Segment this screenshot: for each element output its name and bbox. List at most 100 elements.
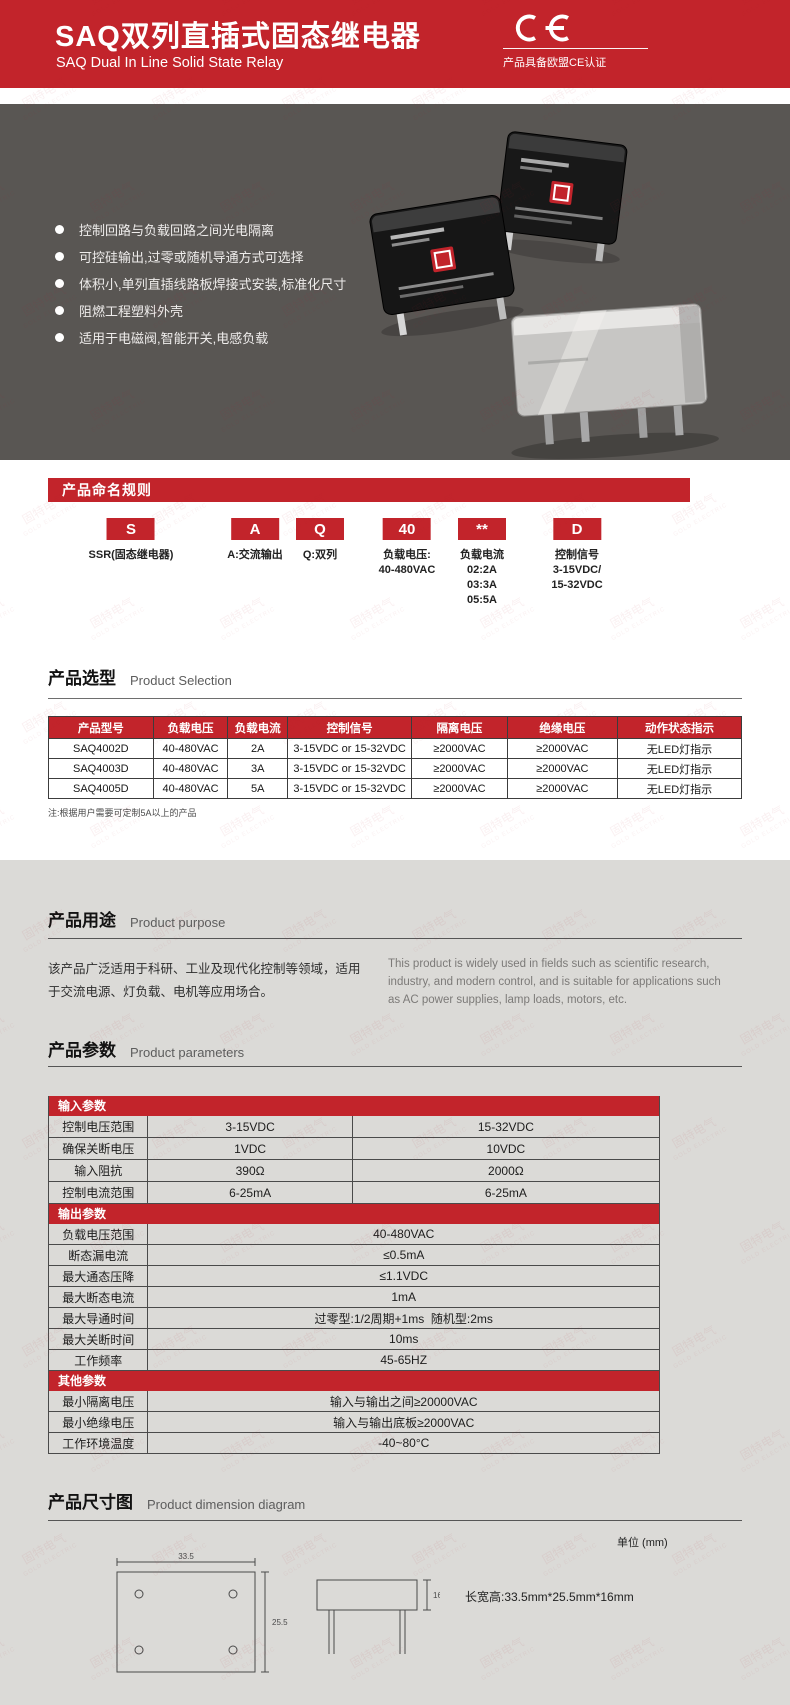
page-header: SAQ双列直插式固态继电器 SAQ Dual In Line Solid Sta… — [0, 0, 790, 88]
param-row: 最小隔离电压 输入与输出之间≥20000VAC — [49, 1391, 659, 1412]
purpose-title-en: Product purpose — [130, 915, 226, 930]
selection-column-header: 动作状态指示 — [616, 716, 743, 739]
param-value: 输入与输出底板≥2000VAC — [333, 1415, 475, 1430]
watermark-text-en: GOLD ELECTRIC — [610, 606, 667, 643]
relay-black-back-photo — [488, 131, 628, 264]
selection-column-header: 绝缘电压 — [506, 716, 618, 739]
dimension-heading: 产品尺寸图 Product dimension diagram — [48, 1488, 305, 1513]
feature-item: 适用于电磁阀,智能开关,电感负载 — [55, 324, 375, 351]
code-description: 负载电压: 40-480VAC — [379, 548, 436, 578]
code-description: 控制信号 3-15VDC/15-32VDC — [551, 548, 602, 593]
feature-text: 体积小,单列直插线路板焊接式安装,标准化尺寸 — [79, 277, 347, 292]
param-row: 最大通态压降 ≤1.1VDC — [49, 1266, 659, 1287]
selection-title-cn: 产品选型 — [48, 669, 116, 688]
dimension-title-en: Product dimension diagram — [147, 1497, 306, 1512]
watermark-text-cn: 固特电气 — [0, 594, 7, 632]
code-description-line: 03:3A — [467, 579, 497, 591]
param-label: 最小绝缘电压 — [49, 1412, 149, 1432]
param-label: 断态漏电流 — [49, 1245, 149, 1265]
watermark-text-en: GOLD ELECTRIC — [350, 814, 407, 851]
watermark-text-cn: 固特电气 — [477, 802, 527, 840]
watermark-text-cn: 固特电气 — [607, 594, 657, 632]
param-value: 3-15VDC — [148, 1116, 353, 1137]
code-description: 负载电流 02:2A 03:3A 05:5A — [458, 548, 506, 608]
code-description-line: 05:5A — [467, 594, 497, 606]
parameters-rule — [48, 1066, 742, 1067]
table-row: SAQ4003D 40-480VAC 3A 3-15VDC or 15-32VDC ≥2… — [48, 758, 743, 779]
feature-text: 适用于电磁阀,智能开关,电感负载 — [79, 331, 269, 346]
dim-height-label: 16 — [433, 1591, 440, 1600]
code-description-line: 02:2A — [467, 564, 497, 576]
param-label: 负载电压范围 — [49, 1224, 149, 1244]
ce-caption: 产品具备欧盟CE认证 — [503, 57, 607, 69]
table-cell: SAQ4002D — [48, 738, 154, 759]
product-selection-table: 产品型号 负载电压 负载电流 控制信号 隔离电压 绝缘电压 动作状态指示 SAQ4002D 4… — [48, 716, 743, 799]
param-row: 最大导通时间 过零型:1/2周期+1ms 随机型:2ms — [49, 1308, 659, 1329]
dimension-title-cn: 产品尺寸图 — [48, 1493, 133, 1512]
code-description-line: 3-15VDC/ — [552, 564, 602, 576]
naming-code-group: A A:交流输出 — [227, 518, 283, 563]
code-description-line: 负载电流 — [460, 549, 504, 561]
code-box: Q — [296, 518, 344, 540]
table-cell: 40-480VAC — [152, 738, 229, 759]
naming-rules-banner: 产品命名规则 — [48, 478, 690, 502]
param-label: 工作频率 — [49, 1350, 149, 1370]
param-value: 40-480VAC — [373, 1227, 435, 1241]
table-cell: ≥2000VAC — [506, 758, 618, 779]
param-label: 最大导通时间 — [49, 1308, 149, 1328]
table-row: SAQ4002D 40-480VAC 2A 3-15VDC or 15-32VDC ≥2… — [48, 738, 743, 759]
table-cell: ≥2000VAC — [506, 738, 618, 759]
param-value: -40~80°C — [378, 1436, 430, 1450]
param-value: 输入与输出之间≥20000VAC — [329, 1394, 478, 1409]
param-banner-other: 其他参数 — [49, 1371, 659, 1391]
dim-depth-label: 25.5 — [272, 1618, 288, 1627]
watermark-text-en: GOLD ELECTRIC — [90, 606, 147, 643]
param-value: 过零型:1/2周期+1ms 随机型:2ms — [314, 1311, 493, 1326]
lower-panel — [0, 860, 790, 1705]
watermark-text-en: GOLD ELECTRIC — [22, 502, 79, 539]
code-description-line: 控制信号 — [554, 549, 599, 561]
bullet-icon — [55, 333, 64, 342]
feature-item: 可控硅输出,过零或随机导通方式可选择 — [55, 243, 375, 270]
code-description: A:交流输出 — [227, 548, 283, 563]
naming-code-group: S SSR(固态继电器) — [89, 518, 173, 563]
param-label: 最大通态压降 — [49, 1266, 149, 1286]
table-cell: 无LED灯指示 — [616, 778, 743, 799]
param-row: 最小绝缘电压 输入与输出底板≥2000VAC — [49, 1412, 659, 1433]
param-row: 输入阻抗 390Ω 2000Ω — [49, 1160, 659, 1182]
relay-silver-photo — [510, 303, 719, 459]
table-cell: 40-480VAC — [152, 778, 229, 799]
dim-width-label: 33.5 — [178, 1552, 194, 1561]
param-label: 最大关断时间 — [49, 1329, 149, 1349]
watermark-text-en: GOLD ELECTRIC — [220, 814, 277, 851]
code-box: 40 — [382, 518, 431, 540]
feature-text: 阻燃工程塑料外壳 — [79, 304, 184, 319]
param-value: ≤0.5mA — [383, 1248, 425, 1262]
watermark-text-en: GOLD ELECTRIC — [220, 606, 277, 643]
selection-column-header: 负载电流 — [227, 716, 289, 739]
watermark-text-cn: 固特电气 — [347, 594, 397, 632]
code-box: ** — [458, 518, 506, 540]
param-label: 控制电流范围 — [49, 1182, 149, 1203]
param-row: 最大断态电流 1mA — [49, 1287, 659, 1308]
naming-code-group: 40 负载电压: 40-480VAC — [379, 518, 436, 578]
dimension-drawing: 33.5 25.5 16 — [116, 1552, 440, 1673]
param-value: 1mA — [391, 1290, 417, 1304]
selection-title-en: Product Selection — [130, 673, 232, 688]
code-description-line: 负载电压: — [383, 549, 431, 561]
param-row: 控制电压范围 3-15VDC 15-32VDC — [49, 1116, 659, 1138]
table-cell: 3-15VDC or 15-32VDC — [287, 738, 413, 759]
purpose-text-en: This product is widely used in fields su… — [388, 958, 721, 1006]
feature-list: 控制回路与负载回路之间光电隔离 可控硅输出,过零或随机导通方式可选择 体积小,单列直… — [55, 216, 375, 351]
param-row: 控制电流范围 6-25mA 6-25mA — [49, 1182, 659, 1204]
param-value: 15-32VDC — [477, 1119, 534, 1134]
table-cell: 无LED灯指示 — [616, 758, 743, 779]
bullet-icon — [55, 306, 64, 315]
table-cell: SAQ4003D — [48, 758, 154, 779]
